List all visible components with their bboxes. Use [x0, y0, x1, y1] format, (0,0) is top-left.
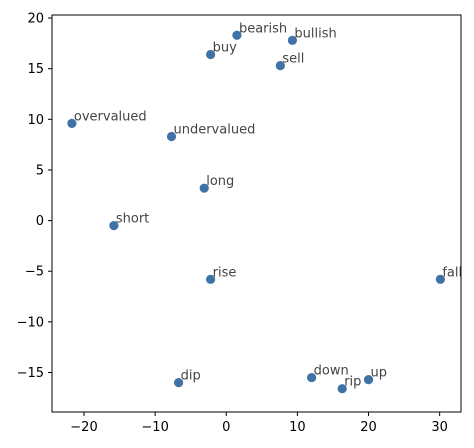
y-tick-label: −5 — [25, 265, 44, 280]
x-tick-label: −10 — [141, 420, 168, 435]
point-label: buy — [213, 40, 237, 55]
data-point — [275, 61, 285, 71]
data-point — [166, 131, 177, 142]
point-label: rise — [213, 265, 237, 280]
x-tick-label: −20 — [70, 420, 97, 435]
data-point — [337, 384, 347, 394]
point-label: long — [206, 174, 234, 189]
data-point — [109, 221, 119, 231]
data-point — [174, 378, 184, 388]
point-label: bearish — [239, 21, 287, 36]
axes-frame — [51, 14, 462, 413]
point-label: up — [371, 366, 388, 381]
data-point — [199, 183, 209, 193]
data-point — [206, 49, 216, 60]
point-label: undervalued — [173, 123, 255, 138]
x-tick-label: 0 — [222, 420, 230, 435]
point-label: rip — [344, 375, 361, 390]
y-tick-label: 5 — [36, 163, 44, 178]
point-label: down — [314, 364, 349, 379]
y-tick-label: 15 — [27, 62, 44, 77]
point-label: dip — [181, 369, 201, 384]
data-point — [435, 274, 445, 284]
data-point — [287, 35, 298, 45]
point-label: short — [116, 212, 149, 227]
x-tick-label: 30 — [431, 420, 448, 435]
x-tick-label: 20 — [360, 420, 377, 435]
point-label: bullish — [294, 26, 336, 41]
point-labels-layer: bearish bullish buy sell overvalued undervalu… — [74, 21, 462, 389]
y-tick-label: −15 — [17, 366, 44, 381]
axes-layer: −20 −10 0 10 20 30 20 15 10 5 0 −5 −10 −15 — [17, 12, 462, 435]
data-point — [232, 30, 242, 40]
y-tick-label: 10 — [27, 113, 44, 128]
y-tick-label: −10 — [17, 315, 44, 330]
points-layer — [67, 30, 445, 394]
x-tick-label: 10 — [289, 420, 306, 435]
y-tick-label: 0 — [36, 214, 44, 229]
data-point — [67, 118, 77, 128]
point-label: sell — [282, 52, 304, 67]
data-point — [363, 374, 374, 385]
y-tick-label: 20 — [27, 12, 44, 27]
data-point — [206, 274, 216, 284]
data-point — [307, 372, 317, 383]
point-label: overvalued — [74, 109, 147, 124]
point-label: fall — [442, 265, 462, 280]
